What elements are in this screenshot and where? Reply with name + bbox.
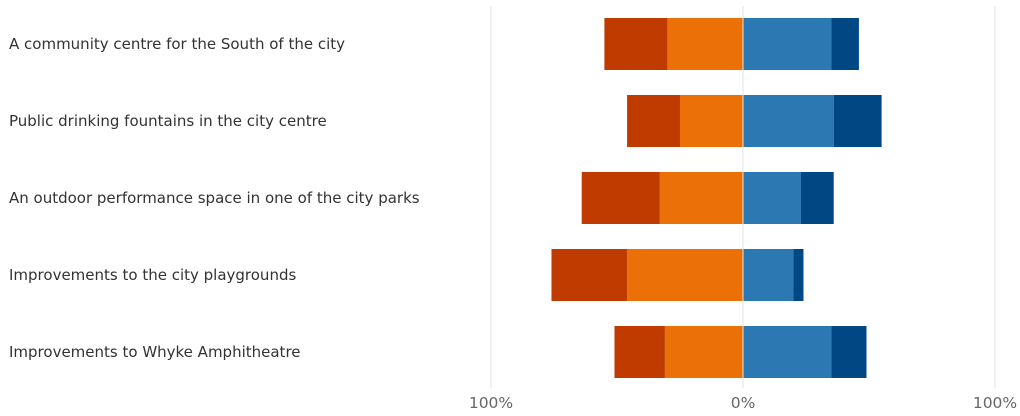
- bar-positive-2-row-5: [831, 326, 867, 378]
- bar-negative-1-row-2: [627, 95, 680, 147]
- category-label: Improvements to the city playgrounds: [9, 266, 297, 284]
- bar-positive-2-row-1: [831, 18, 859, 70]
- bar-negative-1-row-1: [604, 18, 668, 70]
- x-tick-label: 0%: [730, 394, 756, 412]
- bar-negative-1-row-3: [581, 172, 660, 224]
- bar-positive-2-row-3: [800, 172, 834, 224]
- bar-negative-1-row-4: [551, 249, 628, 301]
- category-label: Improvements to Whyke Amphitheatre: [9, 343, 301, 361]
- bar-positive-1-row-3: [743, 172, 801, 224]
- bar-positive-1-row-5: [743, 326, 832, 378]
- bar-negative-2-row-2: [680, 95, 743, 147]
- bar-positive-2-row-2: [833, 95, 882, 147]
- bars: [551, 18, 882, 378]
- bar-negative-1-row-5: [614, 326, 665, 378]
- category-label: An outdoor performance space in one of t…: [9, 189, 420, 207]
- x-tick-label: 100%: [468, 394, 514, 412]
- bar-negative-2-row-5: [664, 326, 743, 378]
- gridlines: [490, 6, 996, 388]
- bar-positive-2-row-4: [793, 249, 804, 301]
- category-label: A community centre for the South of the …: [9, 35, 346, 53]
- bar-positive-1-row-1: [743, 18, 832, 70]
- bar-positive-1-row-2: [743, 95, 834, 147]
- bar-positive-1-row-4: [743, 249, 794, 301]
- category-label: Public drinking fountains in the city ce…: [9, 112, 327, 130]
- bar-negative-2-row-3: [659, 172, 743, 224]
- x-tick-label: 100%: [972, 394, 1018, 412]
- bar-negative-2-row-1: [667, 18, 743, 70]
- bar-negative-2-row-4: [627, 249, 743, 301]
